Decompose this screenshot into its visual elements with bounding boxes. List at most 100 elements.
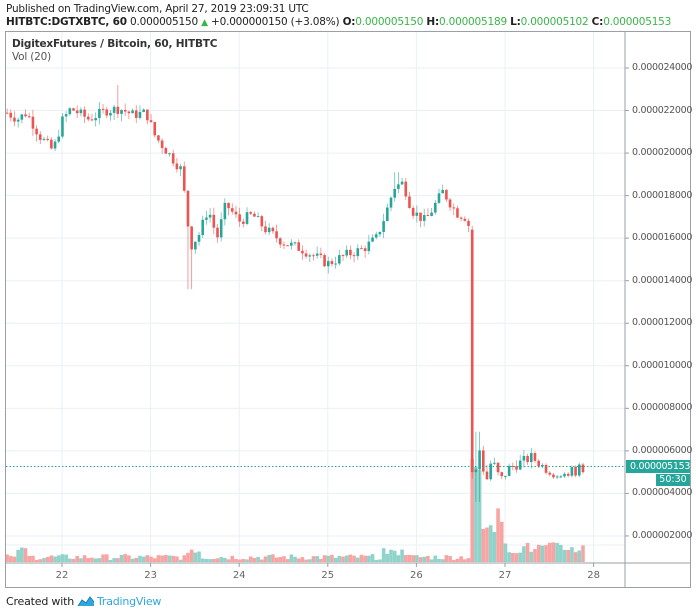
price-tick-label: 0.000018000 [632,189,693,201]
tradingview-link[interactable]: TradingView [77,595,161,608]
candle [452,207,456,209]
candle [400,181,404,185]
time-tick-label: 27 [498,570,512,581]
volume-bar [130,558,135,562]
volume-bar [507,552,511,562]
volume-bar [440,559,445,562]
volume-bar [134,557,139,562]
candle [31,116,35,129]
volume-bar [223,557,227,562]
open-value: 0.000005150 [355,16,424,28]
candle [371,237,374,242]
candle [533,453,537,461]
price-tick-label: 0.000010000 [632,359,693,371]
volume-bar [326,555,331,562]
volume-bar [448,555,452,562]
candle [393,188,396,198]
candle [522,455,526,461]
candle [242,221,245,224]
volume-bar [444,555,449,562]
volume-bar [474,466,478,562]
volume-bar [540,545,545,562]
volume-bar [333,557,338,562]
volume-bar [451,559,456,562]
volume-bar [237,559,242,562]
volume-bar [116,558,120,562]
candle [500,472,504,477]
candle [304,253,308,257]
candle [219,219,223,238]
last-price-label: 0.000005153 [626,460,690,473]
candle [271,227,275,232]
candle [120,109,123,114]
candle [360,248,363,250]
candle [164,148,168,154]
candle [9,112,13,118]
volume-bar [485,527,489,562]
candle [422,215,426,221]
volume-bar [123,554,128,562]
candle [290,242,293,246]
candle [408,196,411,208]
volume-bar [396,555,401,562]
candle [13,117,16,122]
candle [315,253,319,256]
volume-bar [518,552,523,562]
candle [153,122,157,136]
candle [374,234,378,238]
candle [201,219,205,235]
volume-bar [171,555,175,562]
candle [566,473,570,476]
candle [90,119,94,121]
volume-bar [403,555,408,562]
candle [334,263,337,265]
price-tick-label: 0.000012000 [632,317,693,329]
volume-bar [400,549,404,562]
candle [205,217,208,220]
candle [286,245,289,247]
volume-bar [555,542,559,562]
volume-bar [86,557,91,562]
volume-bar [278,556,283,562]
candle [330,261,334,265]
candle [474,469,478,473]
volume-bar [64,554,68,562]
volume-bar [60,554,65,562]
candle [234,211,238,215]
candle [24,114,27,117]
candle [577,464,581,476]
candle [27,116,31,118]
volume-bar [267,554,271,562]
volume-bar [418,557,423,562]
volume-bar [234,558,238,562]
candle [238,214,241,222]
volume-bar [337,556,342,562]
volume-bar [212,558,216,562]
volume-bar [348,554,353,562]
volume-bar [119,555,124,562]
candle [496,462,500,473]
candle [157,135,160,141]
volume-bar [97,558,102,562]
candle [94,118,97,121]
candle [278,238,282,245]
price-tick-label: 0.000006000 [632,444,693,456]
volume-bar [459,556,463,562]
candle [127,111,131,114]
candle [559,476,563,478]
candle [253,213,256,217]
candle [245,212,249,224]
candle [411,207,415,216]
volume-bar [304,559,308,562]
candle [378,231,382,235]
volume-bar [189,549,194,562]
volume-bar [533,549,537,562]
candle [293,242,297,244]
published-info: Published on TradingView.com, April 27, … [6,3,309,15]
volume-bar [385,553,390,562]
volume-bar [300,557,305,562]
candle [75,110,79,114]
time-tick-label: 28 [587,570,600,581]
volume-bar [274,557,279,562]
